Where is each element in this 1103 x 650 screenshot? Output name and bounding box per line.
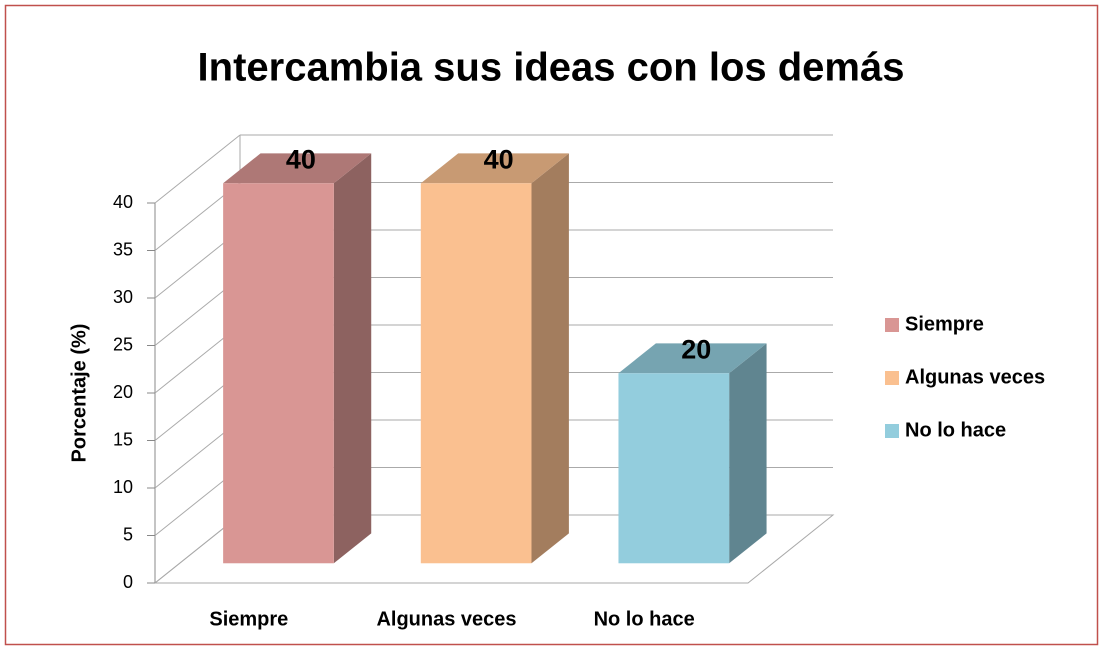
y-tick-label: 20	[113, 382, 133, 402]
x-tick-label: No lo hace	[594, 608, 695, 630]
bar-top	[618, 343, 767, 374]
x-tick-label: Algunas veces	[376, 608, 516, 630]
legend-swatch	[885, 371, 899, 385]
y-tick-label: 35	[113, 239, 133, 259]
bar	[618, 373, 730, 564]
y-axis-label: Porcentaje (%)	[68, 324, 90, 463]
side-grid-line	[154, 134, 241, 204]
y-tick-label: 0	[123, 572, 133, 592]
legend-label: Siempre	[905, 313, 984, 335]
data-label: 20	[681, 334, 711, 364]
data-label: 40	[484, 144, 514, 174]
bar	[223, 183, 334, 564]
y-tick-label: 5	[123, 524, 133, 544]
y-tick-label: 15	[113, 429, 133, 449]
chart-title: Intercambia sus ideas con los demás	[198, 46, 905, 90]
bar	[420, 183, 532, 564]
data-label: 40	[286, 144, 316, 174]
bar-top	[420, 153, 569, 184]
legend-label: No lo hace	[905, 419, 1006, 441]
y-tick-label: 10	[113, 477, 133, 497]
bar-side	[333, 153, 372, 564]
y-tick-label: 30	[113, 287, 133, 307]
legend-label: Algunas veces	[905, 366, 1045, 388]
legend-swatch	[885, 424, 899, 438]
bar-top	[223, 153, 372, 184]
y-tick-label: 40	[113, 192, 133, 212]
legend-swatch	[885, 318, 899, 332]
bar-side	[531, 153, 569, 564]
x-tick-label: Siempre	[209, 608, 288, 630]
bar-side	[729, 343, 767, 564]
y-tick-label: 25	[113, 334, 133, 354]
